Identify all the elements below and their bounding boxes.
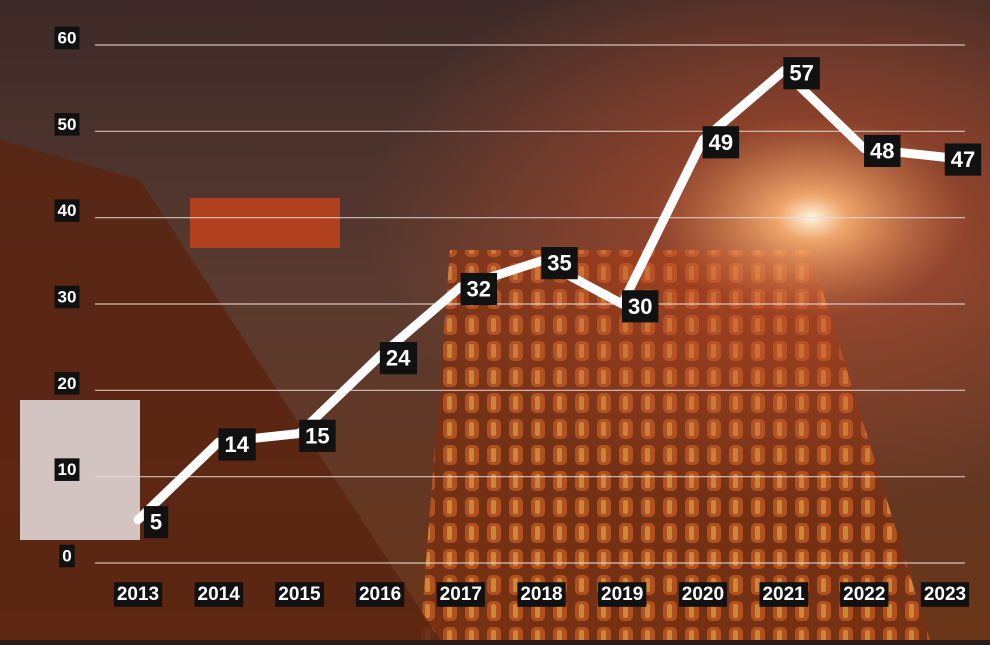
- value-label-group: 5: [143, 506, 169, 539]
- x-tick-label-box: [920, 582, 970, 607]
- value-label: 24: [386, 346, 411, 371]
- y-tick-label-box: [54, 113, 80, 136]
- x-tick-label-group: 2020: [678, 582, 728, 607]
- x-tick-label-box: [113, 582, 163, 607]
- value-label-box: [944, 143, 982, 176]
- x-tick-label-box: [436, 582, 485, 607]
- x-tick-label: 2023: [924, 584, 966, 605]
- x-tick-label-box: [678, 582, 728, 607]
- x-tick-label: 2018: [520, 584, 562, 605]
- y-tick-label-box: [54, 285, 80, 309]
- x-tick-label: 2015: [278, 584, 321, 605]
- value-label: 47: [951, 147, 975, 172]
- value-label: 35: [547, 251, 571, 276]
- y-tick-label-group: 30: [54, 285, 80, 309]
- x-tick-label-box: [598, 582, 647, 607]
- x-tick-label-box: [840, 582, 889, 607]
- value-label-group: 15: [299, 419, 336, 452]
- value-label-box: [379, 342, 418, 375]
- y-tick-label-group: 0: [59, 544, 75, 568]
- value-label: 30: [628, 294, 652, 319]
- y-tick-label-group: 60: [54, 26, 80, 50]
- value-label-group: 47: [944, 143, 982, 176]
- value-label: 14: [224, 432, 249, 457]
- x-tick-label-group: 2013: [113, 582, 163, 607]
- y-tick-label: 60: [58, 28, 77, 47]
- value-label-group: 30: [621, 290, 659, 323]
- x-tick-label: 2020: [682, 584, 724, 605]
- value-label-group: 57: [783, 57, 820, 90]
- value-label-box: [621, 290, 659, 323]
- grid: [95, 44, 965, 564]
- x-tick-label-group: 2017: [436, 582, 485, 607]
- value-label-group: 35: [541, 247, 578, 280]
- value-label-box: [864, 134, 901, 168]
- y-tick-label-group: 20: [54, 372, 80, 395]
- x-tick-label-group: 2016: [355, 582, 405, 607]
- value-label-group: 48: [864, 134, 901, 168]
- x-tick-label-group: 2018: [517, 582, 566, 607]
- value-label-box: [541, 247, 578, 280]
- x-tick-label: 2014: [198, 584, 241, 605]
- x-tick-label-group: 2019: [598, 582, 647, 607]
- value-label-box: [702, 126, 740, 159]
- x-tick-label: 2016: [359, 584, 401, 605]
- x-tick-label: 2019: [601, 584, 643, 605]
- x-tick-label-box: [194, 582, 244, 607]
- x-tick-label: 2022: [843, 584, 885, 605]
- y-tick-label-box: [54, 458, 80, 481]
- x-tick-label: 2013: [117, 584, 159, 605]
- x-tick-label-box: [275, 582, 324, 607]
- x-tick-label-group: 2022: [840, 582, 889, 607]
- x-tick-label-box: [355, 582, 405, 607]
- value-label: 49: [709, 130, 733, 155]
- x-tick-label: 2021: [762, 584, 805, 605]
- value-label-group: 14: [218, 428, 256, 461]
- y-tick-label: 10: [58, 460, 77, 479]
- y-tick-label-group: 50: [54, 113, 80, 136]
- y-tick-label: 30: [58, 287, 77, 306]
- value-label-box: [143, 506, 169, 539]
- x-tick-label-box: [517, 582, 566, 607]
- x-tick-label-box: [759, 582, 809, 607]
- value-label-box: [218, 428, 256, 461]
- y-tick-label-box: [54, 199, 80, 222]
- x-tick-label-group: 2021: [759, 582, 809, 607]
- value-label-group: 24: [379, 342, 418, 375]
- value-label-box: [783, 57, 820, 90]
- value-label-box: [460, 272, 498, 306]
- x-tick-label-group: 2014: [194, 582, 244, 607]
- y-tick-label-box: [54, 26, 80, 50]
- value-label-group: 32: [460, 272, 498, 306]
- x-tick-label-group: 2015: [275, 582, 324, 607]
- value-label: 57: [789, 61, 813, 86]
- labels: 0 10 20 30 40 50 60 2013 2014 2015 2016 2017 2018 201…: [54, 26, 982, 607]
- value-label-box: [299, 419, 336, 452]
- y-tick-label-box: [59, 544, 75, 568]
- y-tick-label: 20: [58, 374, 77, 393]
- value-label: 5: [150, 510, 162, 535]
- y-tick-label: 50: [58, 115, 77, 134]
- value-label: 32: [467, 277, 491, 302]
- value-label-group: 49: [702, 126, 740, 159]
- value-label: 15: [305, 423, 329, 448]
- value-label: 48: [870, 138, 894, 163]
- x-tick-label-group: 2023: [920, 582, 970, 607]
- y-tick-label-box: [54, 372, 80, 395]
- x-tick-label: 2017: [440, 584, 482, 605]
- y-tick-label: 40: [58, 201, 77, 220]
- y-tick-label: 0: [62, 546, 71, 565]
- y-tick-label-group: 40: [54, 199, 80, 222]
- y-tick-label-group: 10: [54, 458, 80, 481]
